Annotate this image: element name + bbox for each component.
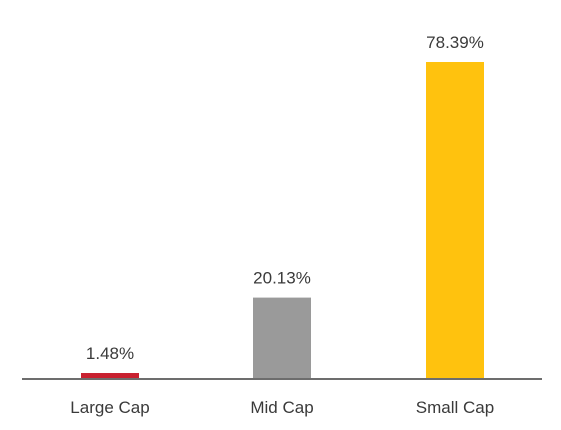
bar-mid-cap	[253, 297, 311, 379]
bar-small-cap	[426, 62, 484, 379]
x-tick-label-mid-cap: Mid Cap	[250, 398, 313, 417]
data-label-small-cap: 78.39%	[426, 33, 484, 52]
data-label-mid-cap: 20.13%	[253, 269, 311, 288]
x-tick-label-large-cap: Large Cap	[70, 398, 149, 417]
bars-group	[81, 62, 484, 379]
data-label-large-cap: 1.48%	[86, 344, 134, 363]
data-labels-group: 1.48% 20.13% 78.39%	[86, 33, 484, 363]
x-tick-label-small-cap: Small Cap	[416, 398, 494, 417]
x-tick-labels-group: Large Cap Mid Cap Small Cap	[70, 398, 494, 417]
bar-large-cap	[81, 373, 139, 379]
